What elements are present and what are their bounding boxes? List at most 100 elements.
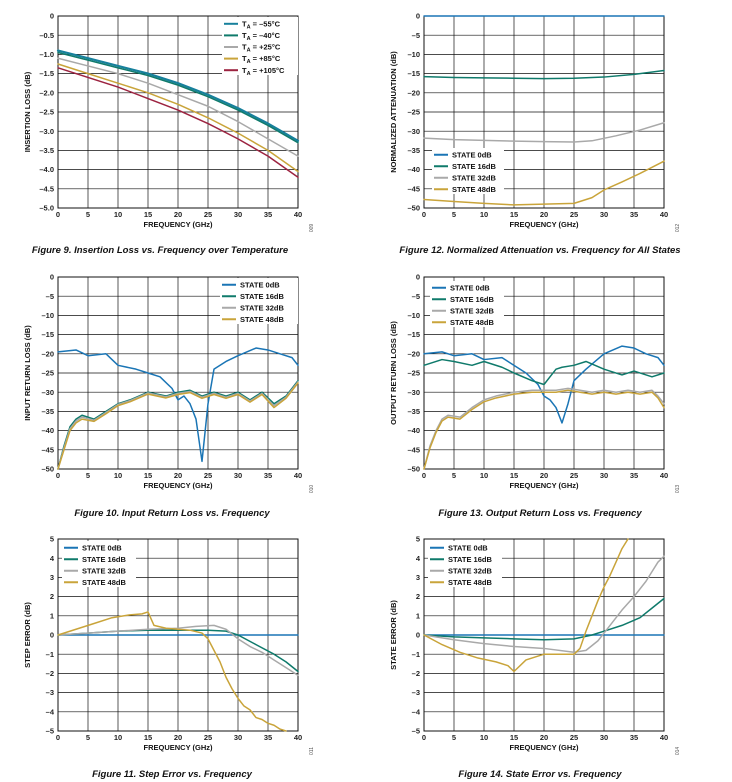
series-line (57, 611, 287, 732)
x-tick-label: 5 (86, 471, 90, 480)
x-tick-label: 20 (540, 471, 548, 480)
chart-fig10: 0 5 10 15 20 25 30 35 40 0 –5 –10 –15 –20 –25 –30 –35 –40… (23, 273, 315, 519)
x-tick-label: 0 (56, 210, 60, 219)
series-line (57, 67, 299, 179)
figure-caption: Figure 13. Output Return Loss vs. Freque… (438, 508, 642, 519)
y-tick-label: –2 (46, 669, 54, 678)
x-tick-label: 40 (294, 210, 302, 219)
x-tick-label: 30 (234, 471, 242, 480)
legend-label: STATE 48dB (448, 578, 492, 587)
series-line (57, 51, 299, 144)
figure-code: 009 (309, 224, 315, 233)
y-tick-label: –45 (407, 445, 420, 454)
y-tick-label: –5 (46, 727, 54, 736)
figure-code: 012 (675, 224, 681, 233)
series-line (56, 49, 300, 142)
y-tick-label: –25 (407, 369, 420, 378)
series-line (423, 358, 665, 386)
x-axis-label: FREQUENCY (GHz) (509, 220, 579, 229)
x-tick-label: 10 (114, 471, 122, 480)
legend-label: STATE 48dB (452, 185, 496, 194)
chart-fig13: 0 5 10 15 20 25 30 35 40 0 –5 –10 –15 –20 –25 –30 –35 –40… (389, 273, 681, 519)
series-line (57, 347, 299, 463)
y-tick-label: –5 (412, 727, 420, 736)
y-tick-label: –10 (41, 311, 54, 320)
y-tick-label: –5.0 (39, 204, 54, 213)
figure-caption: Figure 10. Input Return Loss vs. Frequen… (74, 508, 270, 519)
y-tick-label: –50 (407, 465, 420, 474)
y-tick-label: 1 (50, 611, 54, 620)
legend-label: STATE 16dB (448, 555, 492, 564)
y-tick-label: 0 (50, 631, 54, 640)
x-tick-label: 15 (510, 471, 518, 480)
y-tick-label: 4 (50, 554, 55, 563)
legend-label: STATE 32dB (452, 173, 496, 182)
x-tick-label: 20 (174, 471, 182, 480)
legend: STATE 0dB STATE 16dB STATE 32dB STATE 48dB (428, 541, 502, 587)
x-tick-label: 0 (422, 210, 426, 219)
figure-code: 010 (309, 485, 315, 494)
y-tick-label: –40 (41, 426, 54, 435)
legend: STATE 0dB STATE 16dB STATE 32dB STATE 48dB (62, 541, 136, 587)
x-tick-label: 10 (114, 733, 122, 742)
figure-code: 013 (675, 485, 681, 494)
y-tick-label: –35 (407, 407, 420, 416)
x-tick-label: 40 (660, 471, 668, 480)
y-tick-label: –4.5 (39, 184, 54, 193)
y-axis-label: STATE ERROR (dB) (389, 600, 398, 670)
series-line (57, 381, 299, 470)
series-line (57, 63, 299, 173)
series-line (423, 160, 665, 206)
x-tick-label: 40 (660, 733, 668, 742)
legend-label: STATE 48dB (450, 318, 494, 327)
legend-label: STATE 0dB (82, 543, 122, 552)
y-tick-label: –40 (407, 165, 420, 174)
y-axis-label: INPUT RETURN LOSS (dB) (23, 325, 32, 421)
y-tick-label: –4 (46, 707, 55, 716)
legend: STATE 0dB STATE 16dB STATE 32dB STATE 48dB (430, 281, 504, 327)
y-tick-label: 2 (416, 592, 420, 601)
y-tick-label: –3.5 (39, 146, 54, 155)
y-tick-label: –5 (412, 292, 420, 301)
y-tick-label: –30 (407, 127, 420, 136)
figure-code: 014 (675, 747, 681, 756)
x-tick-label: 35 (264, 471, 272, 480)
x-axis-label: FREQUENCY (GHz) (509, 481, 579, 490)
y-tick-label: –1 (412, 650, 420, 659)
x-tick-label: 0 (56, 733, 60, 742)
y-tick-label: –1.5 (39, 69, 54, 78)
y-tick-label: –10 (407, 50, 420, 59)
series-line (423, 389, 665, 470)
series-line (57, 624, 299, 677)
y-tick-label: –1 (46, 650, 54, 659)
legend-label: STATE 32dB (240, 303, 284, 312)
y-tick-label: –20 (407, 88, 420, 97)
x-tick-label: 10 (480, 733, 488, 742)
y-tick-label: –2.0 (39, 88, 54, 97)
figure-caption: Figure 11. Step Error vs. Frequency (92, 769, 253, 780)
x-tick-label: 5 (452, 210, 456, 219)
x-tick-label: 5 (452, 471, 456, 480)
y-tick-label: –0.5 (39, 31, 54, 40)
y-tick-label: 5 (416, 535, 420, 544)
legend-label: STATE 16dB (240, 292, 284, 301)
legend-label: STATE 16dB (82, 555, 126, 564)
series-line (423, 345, 665, 424)
y-tick-label: –25 (407, 108, 420, 117)
y-axis-label: NORMALIZED ATTENUATION (dB) (389, 51, 398, 173)
legend-label: TA = +85°C (242, 54, 281, 65)
series-line (423, 387, 665, 470)
y-axis-label: OUTPUT RETURN LOSS (dB) (389, 321, 398, 425)
x-tick-label: 30 (234, 733, 242, 742)
x-axis-label: FREQUENCY (GHz) (143, 481, 213, 490)
legend-label: TA = –40°C (242, 31, 281, 42)
x-tick-label: 15 (144, 733, 152, 742)
legend-label: STATE 0dB (240, 280, 280, 289)
y-tick-label: 0 (416, 631, 420, 640)
legend-label: STATE 16dB (450, 295, 494, 304)
x-tick-label: 15 (144, 210, 152, 219)
y-tick-label: –2 (412, 669, 420, 678)
y-tick-label: –5 (412, 31, 420, 40)
x-tick-label: 5 (86, 733, 90, 742)
